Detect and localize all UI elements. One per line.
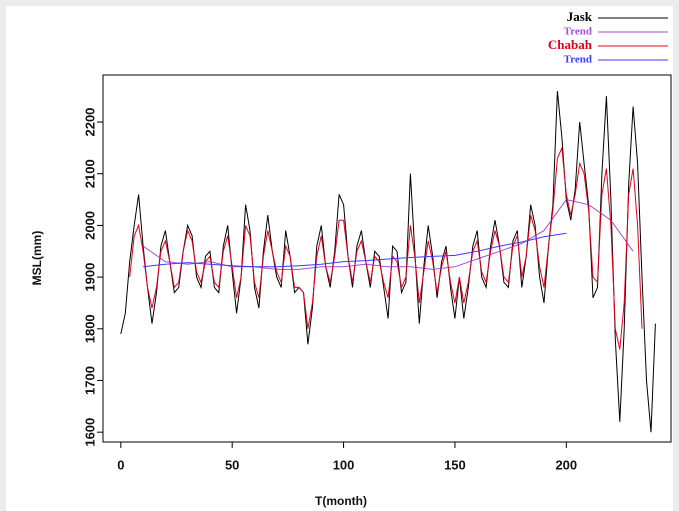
series-line	[143, 232, 567, 268]
y-tick-label: 1700	[82, 366, 97, 395]
x-tick-label: 0	[117, 457, 124, 472]
y-tick-label: 1800	[82, 314, 97, 343]
legend-label: Trend	[564, 54, 592, 66]
x-axis-label: T(month)	[315, 494, 367, 508]
panel	[6, 6, 673, 511]
x-tick-label: 200	[555, 457, 577, 472]
plot-frame	[102, 74, 672, 443]
x-tick-label: 150	[444, 457, 466, 472]
y-axis-label: MSL(mm)	[30, 231, 44, 286]
legend-label: Jask	[567, 9, 593, 24]
y-tick-label: 2000	[82, 211, 97, 240]
y-tick-label: 1900	[82, 263, 97, 292]
y-tick-label: 1600	[82, 418, 97, 447]
y-tick-label: 2200	[82, 108, 97, 137]
x-tick-label: 50	[225, 457, 239, 472]
x-tick-label: 100	[333, 457, 355, 472]
series-line	[129, 145, 643, 350]
y-tick-label: 2100	[82, 159, 97, 188]
legend-label: Trend	[564, 26, 592, 38]
legend-label: Chabah	[548, 37, 593, 52]
